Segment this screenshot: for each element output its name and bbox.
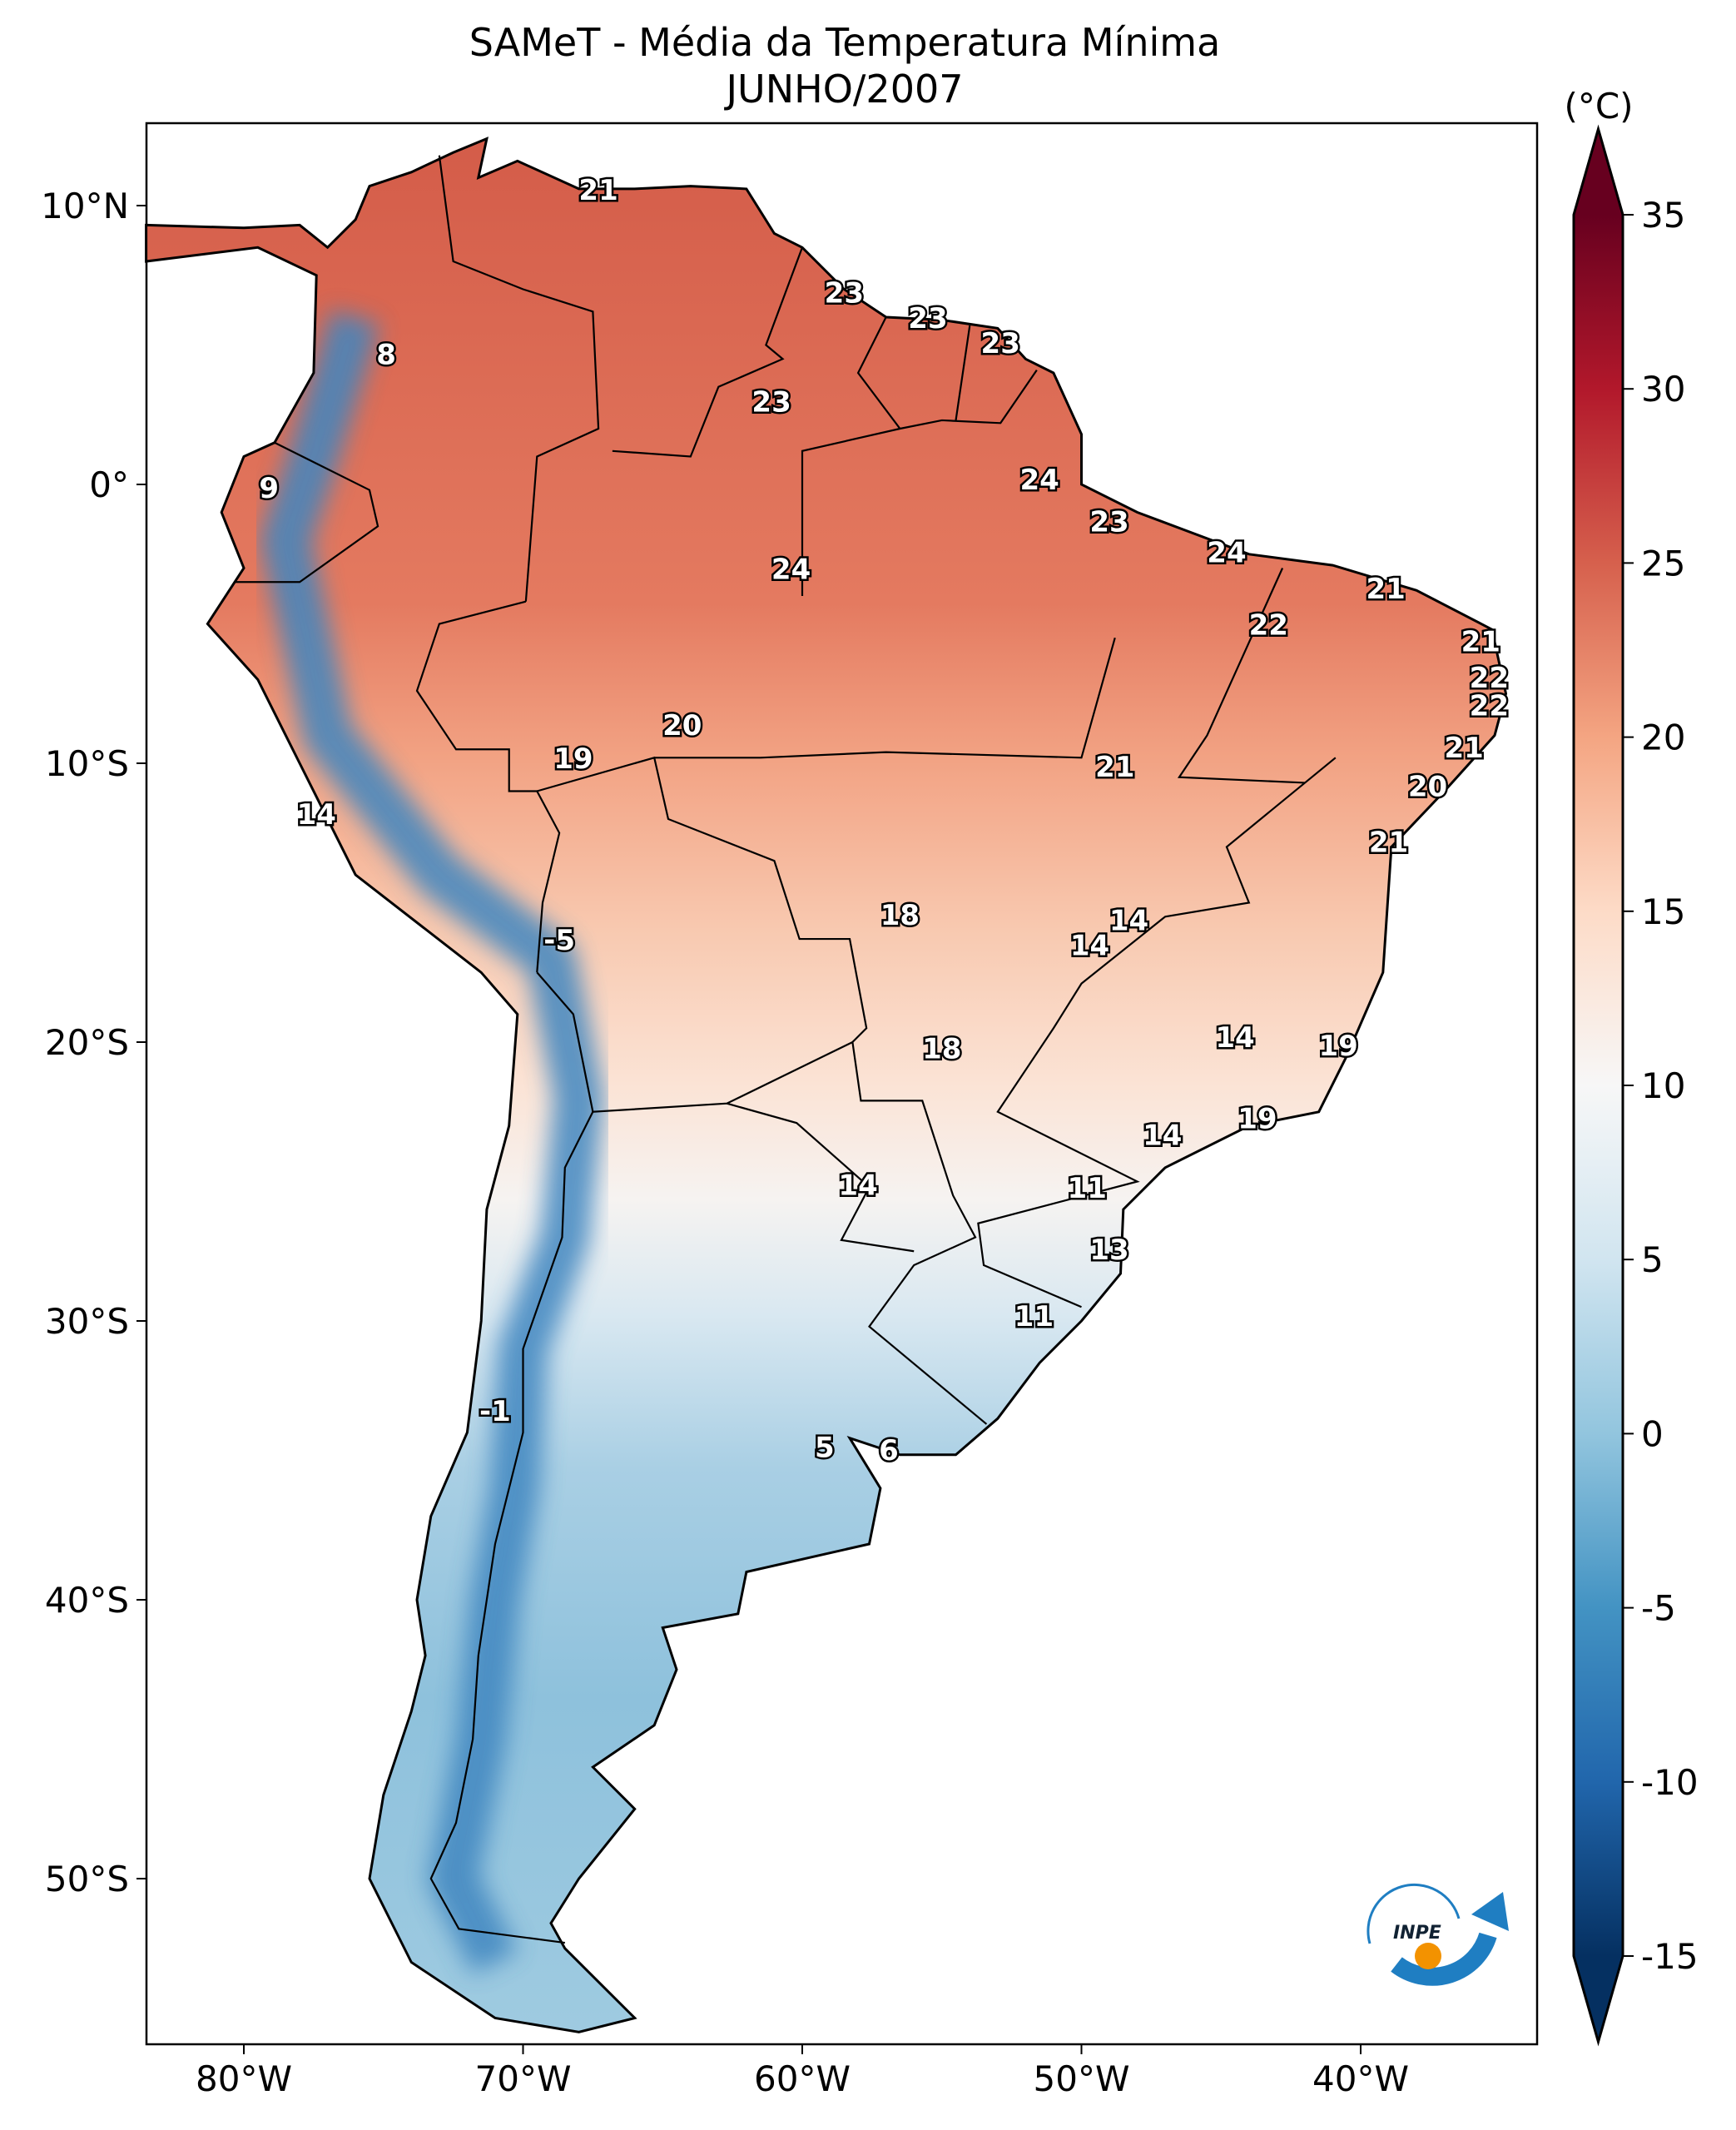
colorbar-tick-label: -10: [1641, 1762, 1699, 1803]
contour-label: 14: [1109, 904, 1148, 937]
colorbar-tick-label: -5: [1641, 1588, 1676, 1629]
lon-tick-label: 40°W: [1312, 2058, 1409, 2099]
contour-label: 23: [825, 277, 864, 310]
border-line: [415, 600, 561, 973]
lat-tick-label: 0°: [89, 464, 129, 505]
contour-label: 22: [1470, 662, 1509, 695]
contour-label: 13: [1089, 1234, 1128, 1267]
lat-tick-label: 30°S: [45, 1301, 129, 1342]
lat-tick-label: 40°S: [45, 1580, 129, 1621]
contour-label: 19: [1318, 1030, 1357, 1063]
border-line: [536, 756, 868, 1043]
border-line: [536, 971, 988, 1425]
contour-label: 11: [1068, 1172, 1107, 1205]
contour-label: 9: [259, 472, 279, 505]
contour-label: 21: [1366, 573, 1406, 606]
border-line: [429, 1111, 594, 1944]
lon-tick-label: 50°W: [1034, 2058, 1130, 2099]
contour-label: 21: [1461, 625, 1500, 658]
colorbar-tick-label: 35: [1641, 195, 1685, 236]
colorbar-tick-label: 30: [1641, 369, 1685, 410]
colorbar-min-extend: [1574, 1956, 1623, 2042]
contour-label: 18: [922, 1033, 961, 1066]
contour-label: 21: [1444, 732, 1483, 765]
contour-label: 14: [1215, 1021, 1254, 1055]
contour-label: 21: [578, 174, 618, 207]
contour-label: 22: [1249, 608, 1288, 642]
lat-tick-label: 10°S: [45, 743, 129, 784]
border-line: [856, 316, 901, 429]
contour-label: 21: [1095, 751, 1134, 784]
border-line: [977, 757, 1337, 1308]
contour-label: 5: [815, 1432, 835, 1465]
lon-tick-label: 80°W: [196, 2058, 292, 2099]
contour-label: 22: [1470, 690, 1509, 723]
lat-tick-label: 10°N: [41, 186, 129, 226]
contour-label: 23: [1089, 505, 1128, 539]
contour-label: 14: [1143, 1119, 1182, 1152]
colorbar: 35 30 25 20 15 10 5 0 -5 -10 -15 (°C): [1564, 86, 1699, 2047]
colorbar-tick-label: 5: [1641, 1239, 1664, 1280]
contour-label: 18: [880, 899, 920, 932]
border-line: [955, 325, 971, 421]
logo-text: INPE: [1393, 1923, 1441, 1944]
contour-label: 21: [1369, 827, 1408, 860]
contour-label: 14: [1070, 930, 1109, 963]
contour-label: 14: [838, 1169, 877, 1203]
contour-label: 23: [981, 327, 1020, 360]
contour-label: 23: [751, 385, 791, 419]
contour-label: 11: [1014, 1300, 1054, 1333]
axis-ticks: 80°W 70°W 60°W 50°W 40°W 10°N 0° 10°S 20°S 30°S 40…: [41, 186, 1409, 2099]
lat-tick-label: 20°S: [45, 1022, 129, 1063]
colorbar-tick-label: 20: [1641, 717, 1685, 758]
country-borders: [235, 155, 1337, 1944]
contour-label: 14: [297, 798, 336, 832]
colorbar-scale: [1574, 215, 1623, 1956]
border-line: [235, 441, 379, 583]
border-line: [1177, 568, 1305, 784]
contour-label: 8: [376, 338, 396, 371]
contour-label: 20: [1408, 771, 1447, 804]
contour-label: -1: [479, 1395, 511, 1428]
lon-tick-label: 70°W: [475, 2058, 572, 2099]
map-title: SAMeT - Média da Temperatura Mínima: [469, 20, 1221, 65]
colorbar-tick-label: 10: [1641, 1065, 1685, 1106]
border-line: [727, 1102, 915, 1253]
contour-label: 19: [1238, 1102, 1277, 1135]
contour-label: 19: [553, 742, 593, 776]
colorbar-max-extend: [1574, 129, 1623, 215]
colorbar-tick-label: 25: [1641, 543, 1685, 583]
coastline: [145, 137, 1508, 2033]
border-line: [438, 155, 600, 602]
contour-label: -5: [543, 924, 575, 957]
contour-label: 24: [1207, 536, 1246, 569]
lon-tick-label: 60°W: [754, 2058, 851, 2099]
contour-label: 23: [908, 302, 947, 335]
border-line: [654, 637, 1116, 759]
contour-label: 24: [1020, 464, 1059, 497]
border-line: [801, 370, 1038, 596]
colorbar-tick-label: -15: [1641, 1936, 1699, 1977]
contour-label: 20: [662, 709, 702, 742]
border-line: [612, 246, 804, 458]
colorbar-tick-label: 15: [1641, 891, 1685, 932]
contour-label: 6: [879, 1434, 899, 1467]
colorbar-unit-label: (°C): [1564, 86, 1633, 127]
lat-tick-label: 50°S: [45, 1859, 129, 1899]
inpe-logo: INPE: [1366, 1883, 1509, 1986]
contour-label: 24: [771, 553, 811, 586]
map-subtitle: JUNHO/2007: [726, 67, 964, 112]
colorbar-tick-label: 0: [1641, 1413, 1664, 1454]
